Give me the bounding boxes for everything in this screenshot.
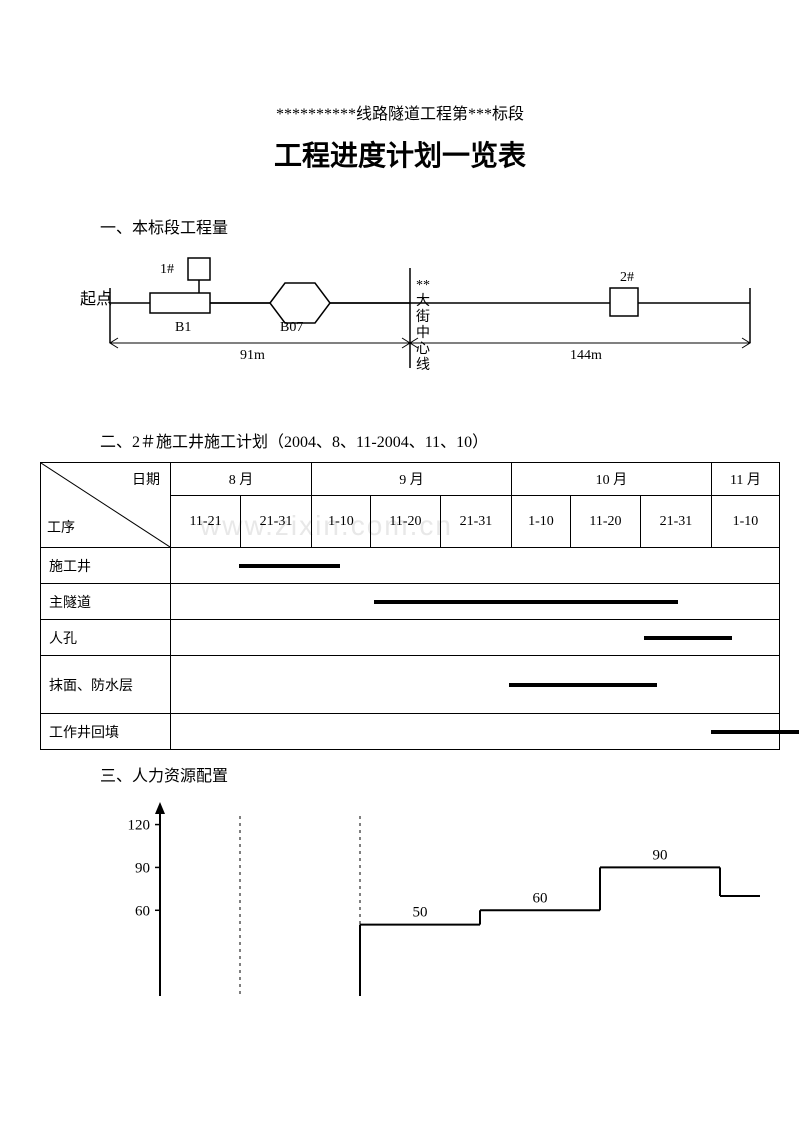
month-header: 8 月 bbox=[171, 463, 312, 496]
page-title: 工程进度计划一览表 bbox=[40, 134, 760, 174]
table-row: 人孔 bbox=[41, 620, 780, 656]
section3-heading: 三、人力资源配置 bbox=[100, 762, 760, 786]
center-line-label: **大街中心线 bbox=[416, 278, 432, 374]
start-point-label: 起点 bbox=[80, 290, 112, 310]
label-2: 2# bbox=[620, 270, 634, 286]
period-header: 21-31 bbox=[640, 496, 711, 548]
gantt-row bbox=[171, 656, 780, 714]
quantity-diagram: 起点 1# B1 B07 **大街中心线 2# 91m 144m bbox=[40, 248, 760, 408]
period-header: 1-10 bbox=[711, 496, 779, 548]
period-header: 11-20 bbox=[370, 496, 440, 548]
manpower-chart: 120906050609070 bbox=[120, 796, 760, 1036]
header-proc: 工序 bbox=[47, 517, 75, 537]
svg-text:90: 90 bbox=[653, 847, 668, 863]
gantt-row bbox=[171, 714, 780, 750]
svg-text:60: 60 bbox=[135, 903, 150, 919]
month-header: 10 月 bbox=[511, 463, 711, 496]
label-b07: B07 bbox=[280, 320, 303, 336]
diag-header-cell: 日期 工序 bbox=[41, 463, 171, 548]
period-header: 21-31 bbox=[441, 496, 512, 548]
month-header: 9 月 bbox=[311, 463, 511, 496]
month-header: 11 月 bbox=[711, 463, 779, 496]
table-row: 施工井 bbox=[41, 548, 780, 584]
svg-text:60: 60 bbox=[533, 890, 548, 906]
svg-text:90: 90 bbox=[135, 860, 150, 876]
dim-left: 91m bbox=[240, 348, 265, 364]
row-label: 人孔 bbox=[41, 620, 171, 656]
table-row: 工作井回填 bbox=[41, 714, 780, 750]
period-header: 1-10 bbox=[511, 496, 570, 548]
schedule-table: 日期 工序 8 月 9 月 10 月 11 月 11-21 21-31 1-10… bbox=[40, 462, 780, 750]
header-date: 日期 bbox=[132, 469, 160, 489]
label-1: 1# bbox=[160, 262, 174, 278]
section1-heading: 一、本标段工程量 bbox=[100, 214, 760, 238]
period-header: 21-31 bbox=[241, 496, 312, 548]
label-b1: B1 bbox=[175, 320, 191, 336]
section2-heading: 二、2＃施工井施工计划（2004、8、11-2004、11、10） bbox=[100, 428, 760, 452]
gantt-row bbox=[171, 584, 780, 620]
dim-right: 144m bbox=[570, 348, 602, 364]
period-header: 11-20 bbox=[570, 496, 640, 548]
gantt-row bbox=[171, 620, 780, 656]
svg-text:120: 120 bbox=[128, 818, 151, 834]
table-row: 主隧道 bbox=[41, 584, 780, 620]
row-label: 工作井回填 bbox=[41, 714, 171, 750]
row-label: 抹面、防水层 bbox=[41, 656, 171, 714]
svg-text:50: 50 bbox=[413, 905, 428, 921]
page-subtitle: **********线路隧道工程第***标段 bbox=[40, 100, 760, 124]
period-header: 11-21 bbox=[171, 496, 241, 548]
row-label: 主隧道 bbox=[41, 584, 171, 620]
row-label: 施工井 bbox=[41, 548, 171, 584]
period-header: 1-10 bbox=[311, 496, 370, 548]
gantt-row bbox=[171, 548, 780, 584]
table-row: 抹面、防水层 bbox=[41, 656, 780, 714]
